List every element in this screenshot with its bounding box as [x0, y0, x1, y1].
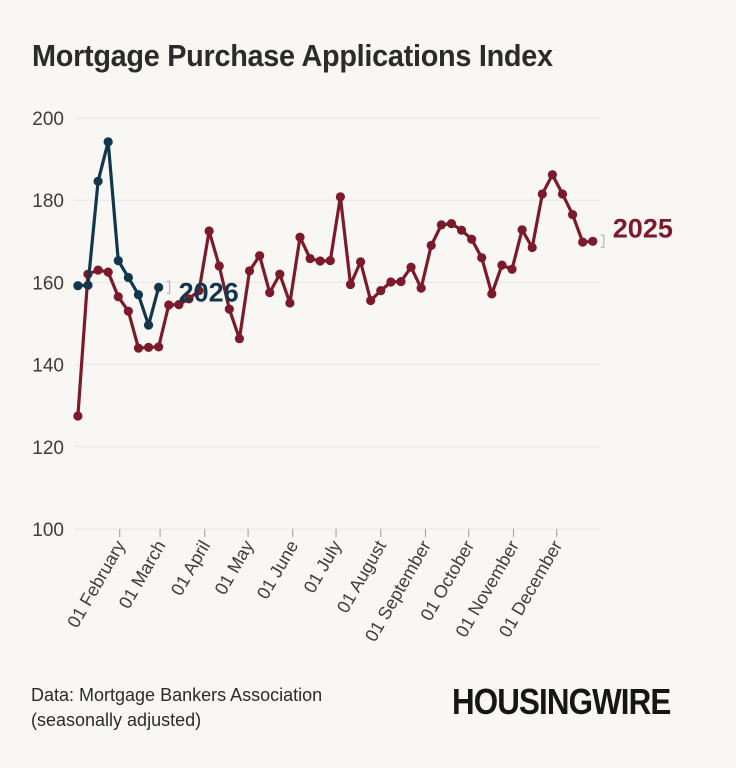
data-point-2025 — [255, 251, 265, 261]
gridlines — [75, 117, 600, 530]
y-tick-label: 160 — [32, 273, 64, 294]
data-point-2025 — [467, 234, 477, 244]
data-point-2025 — [477, 253, 487, 263]
data-point-2026 — [133, 290, 144, 300]
source-note: Data: Mortgage Bankers Association (seas… — [31, 683, 322, 733]
data-point-2025 — [446, 219, 457, 229]
data-point-2025 — [73, 411, 83, 421]
y-tick-label: 140 — [32, 356, 64, 377]
data-point-2025 — [507, 264, 517, 274]
data-point-2025 — [224, 304, 234, 314]
data-point-2025 — [345, 279, 356, 290]
source-line-1: Data: Mortgage Bankers Association — [31, 685, 323, 705]
data-point-2025 — [366, 295, 376, 306]
data-point-2025 — [295, 232, 305, 242]
data-point-2025 — [355, 257, 366, 267]
x-tick-label: 01 May — [211, 537, 258, 598]
data-point-2025 — [234, 334, 245, 344]
data-point-2025 — [557, 189, 568, 199]
data-point-2025 — [133, 343, 144, 353]
data-point-2025 — [567, 209, 578, 220]
series-label-bracket — [600, 234, 605, 248]
data-point-2025 — [305, 253, 315, 264]
data-point-2025 — [265, 288, 275, 298]
data-point-2025 — [386, 277, 396, 287]
data-point-2025 — [335, 192, 345, 202]
series-line-2025 — [76, 173, 595, 418]
data-point-2025 — [285, 298, 295, 308]
data-point-2025 — [325, 256, 335, 266]
y-tick-label: 120 — [32, 438, 64, 459]
data-point-2025 — [315, 256, 325, 266]
series-lines — [73, 137, 598, 421]
chart-title: Mortgage Purchase Applications Index — [32, 38, 553, 73]
data-point-2025 — [275, 269, 285, 279]
data-point-2025 — [103, 267, 113, 277]
data-point-2025 — [527, 242, 537, 253]
data-point-2025 — [204, 226, 214, 236]
data-point-2025 — [244, 266, 255, 276]
data-point-2025 — [436, 220, 446, 230]
y-tick-label: 200 — [32, 109, 64, 130]
data-point-2025 — [426, 240, 436, 251]
data-point-2026 — [83, 280, 93, 290]
data-point-2026 — [154, 282, 164, 292]
series-label-2026: 2026 — [179, 277, 239, 307]
y-tick-label: 180 — [32, 191, 64, 212]
data-point-2026 — [93, 176, 103, 186]
data-point-2025 — [497, 260, 507, 270]
series-labels: 2025 2026 — [166, 213, 673, 307]
data-point-2026 — [103, 137, 113, 147]
data-point-2026 — [73, 281, 83, 291]
series-label-bracket — [166, 280, 171, 294]
x-tick-label: 01 April — [167, 537, 214, 599]
data-point-2025 — [154, 342, 164, 352]
data-point-2026 — [123, 272, 133, 283]
data-point-2025 — [174, 299, 184, 310]
series-label-2025: 2025 — [613, 213, 673, 243]
data-point-2026 — [113, 256, 123, 266]
data-point-2025 — [578, 237, 588, 247]
data-point-2026 — [143, 320, 154, 330]
data-point-2025 — [416, 283, 426, 293]
data-point-2025 — [396, 276, 406, 287]
data-point-2025 — [517, 225, 527, 235]
data-point-2025 — [123, 306, 133, 316]
data-point-2025 — [164, 300, 174, 310]
data-point-2025 — [537, 189, 547, 199]
data-point-2025 — [487, 289, 497, 299]
data-point-2025 — [214, 261, 224, 271]
y-tick-label: 100 — [32, 520, 64, 541]
x-tick-label: 01 July — [300, 537, 346, 596]
x-tick-label: 01 February — [63, 537, 129, 631]
housingwire-logo: HOUSINGWIRE — [452, 681, 671, 722]
data-point-2025 — [376, 286, 386, 296]
x-tick-label: 01 June — [253, 537, 302, 602]
data-point-2025 — [93, 265, 103, 275]
data-point-2025 — [194, 286, 204, 296]
data-point-2025 — [184, 294, 194, 304]
data-point-2025 — [588, 236, 598, 246]
data-point-2025 — [143, 342, 154, 352]
source-line-2: (seasonally adjusted) — [31, 710, 202, 730]
data-point-2025 — [113, 292, 123, 302]
data-point-2025 — [406, 262, 416, 272]
data-point-2025 — [547, 170, 558, 180]
data-point-2025 — [456, 225, 467, 235]
y-axis: 100 120 140 160 180 200 — [32, 109, 64, 541]
